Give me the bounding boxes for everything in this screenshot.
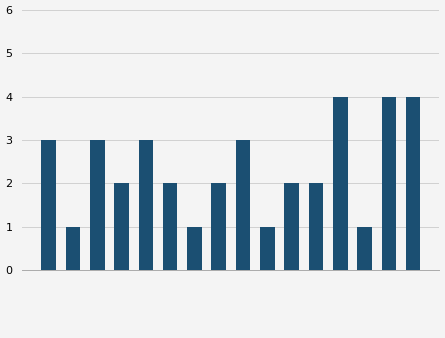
Bar [163, 184, 178, 270]
Bar [284, 184, 299, 270]
Bar [333, 97, 348, 270]
Bar [114, 184, 129, 270]
Bar [406, 97, 421, 270]
Bar [211, 184, 226, 270]
Bar [90, 140, 105, 270]
Bar [382, 97, 396, 270]
Bar [41, 140, 56, 270]
Bar [309, 184, 323, 270]
Bar [236, 140, 251, 270]
Bar [357, 227, 372, 270]
Bar [66, 227, 80, 270]
Bar [260, 227, 275, 270]
Bar [187, 227, 202, 270]
Bar [138, 140, 153, 270]
